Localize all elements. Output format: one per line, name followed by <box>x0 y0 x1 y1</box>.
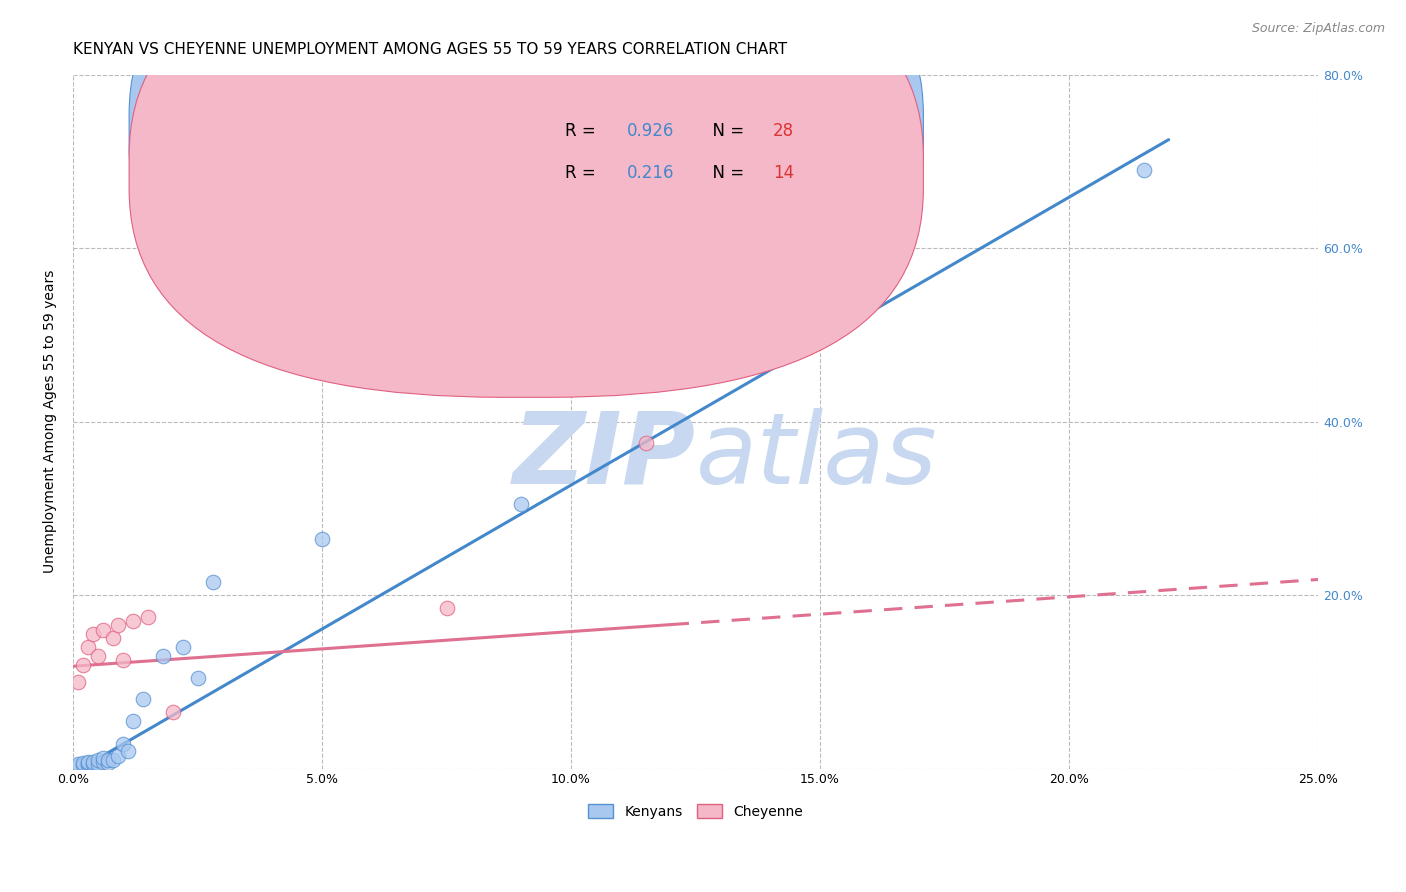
Point <box>201 575 224 590</box>
Point <box>77 756 100 771</box>
Point <box>510 497 533 511</box>
Point <box>67 674 90 689</box>
Text: N =: N = <box>702 164 749 182</box>
Point <box>67 759 90 773</box>
Point <box>121 614 143 628</box>
Point <box>91 751 114 765</box>
Point <box>72 756 94 771</box>
Point <box>117 744 139 758</box>
Point <box>172 640 194 655</box>
Text: 0.216: 0.216 <box>627 164 675 182</box>
Text: ZIP: ZIP <box>513 408 696 505</box>
Point <box>97 753 120 767</box>
Point <box>107 748 129 763</box>
Text: atlas: atlas <box>696 408 938 505</box>
Y-axis label: Unemployment Among Ages 55 to 59 years: Unemployment Among Ages 55 to 59 years <box>44 270 58 574</box>
Point <box>187 671 209 685</box>
Text: R =: R = <box>565 164 600 182</box>
Point <box>82 757 104 772</box>
Point <box>311 532 333 546</box>
Point <box>121 714 143 728</box>
FancyBboxPatch shape <box>471 95 845 206</box>
Point <box>77 640 100 655</box>
Point <box>82 627 104 641</box>
Point <box>91 623 114 637</box>
Point <box>82 755 104 769</box>
Text: 28: 28 <box>773 122 794 140</box>
Point <box>107 618 129 632</box>
Point <box>77 755 100 769</box>
Point <box>436 601 458 615</box>
Point <box>136 609 159 624</box>
Point <box>87 757 110 772</box>
Point <box>162 705 184 719</box>
Point <box>67 757 90 772</box>
Point <box>634 436 657 450</box>
Point <box>132 692 155 706</box>
FancyBboxPatch shape <box>129 0 924 397</box>
Point <box>72 758 94 772</box>
Point <box>111 737 134 751</box>
Point <box>72 657 94 672</box>
Text: KENYAN VS CHEYENNE UNEMPLOYMENT AMONG AGES 55 TO 59 YEARS CORRELATION CHART: KENYAN VS CHEYENNE UNEMPLOYMENT AMONG AG… <box>73 42 787 57</box>
Point <box>91 755 114 769</box>
Text: 0.926: 0.926 <box>627 122 675 140</box>
Point <box>152 648 174 663</box>
Point <box>87 648 110 663</box>
Point <box>111 653 134 667</box>
Point <box>1132 163 1154 178</box>
Text: Source: ZipAtlas.com: Source: ZipAtlas.com <box>1251 22 1385 36</box>
Text: 14: 14 <box>773 164 794 182</box>
Legend: Kenyans, Cheyenne: Kenyans, Cheyenne <box>583 798 808 824</box>
Point <box>101 753 124 767</box>
Point <box>77 758 100 772</box>
Point <box>101 632 124 646</box>
Point <box>97 756 120 770</box>
Text: R =: R = <box>565 122 600 140</box>
Point <box>87 753 110 767</box>
FancyBboxPatch shape <box>129 0 924 356</box>
Text: N =: N = <box>702 122 749 140</box>
